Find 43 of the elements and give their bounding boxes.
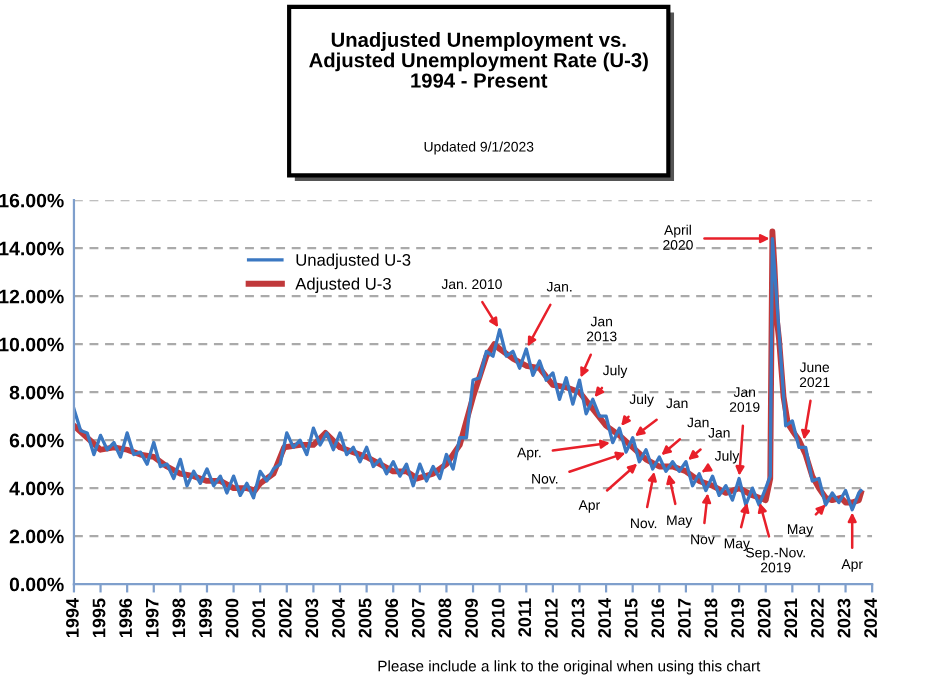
x-tick-label: 2002 xyxy=(278,598,292,638)
x-tick-label: 2016 xyxy=(651,598,665,638)
x-tick-label: 2000 xyxy=(225,598,239,638)
y-tick-label: 10.00% xyxy=(0,337,64,352)
chart-title: Unadjusted Unemployment vs. Adjusted Unemployment Rate (U-3) 1994 - Present xyxy=(309,32,648,88)
x-tick-label: 1995 xyxy=(92,598,106,638)
x-tick-label: 2006 xyxy=(385,598,399,638)
x-tick-label: 2008 xyxy=(438,598,452,638)
x-tick-label: 2018 xyxy=(704,598,718,638)
x-tick-label: 1997 xyxy=(145,598,159,638)
x-tick-label: 1999 xyxy=(199,598,212,638)
x-tick-label: 2005 xyxy=(358,598,372,638)
x-tick-label: 2011 xyxy=(518,598,532,637)
x-tick-label: 2023 xyxy=(837,598,851,638)
x-tick-label: 2001 xyxy=(252,598,266,638)
x-tick-label: 2010 xyxy=(491,598,505,638)
x-tick-label: 2003 xyxy=(305,598,319,638)
y-tick-label: 14.00% xyxy=(0,241,64,256)
x-tick-label: 2004 xyxy=(332,598,345,638)
x-tick-label: 2019 xyxy=(731,598,744,638)
x-tick-label: 2015 xyxy=(624,598,638,638)
y-tick-label: 12.00% xyxy=(0,289,64,304)
y-tick-label: 0.00% xyxy=(9,577,64,592)
y-tick-label: 6.00% xyxy=(9,433,64,448)
legend-label: Adjusted U-3 xyxy=(295,277,391,293)
x-tick-label: 1994 xyxy=(66,598,79,638)
y-tick-label: 2.00% xyxy=(9,529,64,544)
y-tick-label: 8.00% xyxy=(9,385,64,400)
x-tick-label: 2017 xyxy=(677,598,691,638)
x-tick-label: 2014 xyxy=(598,598,611,638)
x-tick-label: 1996 xyxy=(119,598,133,638)
x-tick-label: 2021 xyxy=(784,598,798,638)
x-tick-label: 2024 xyxy=(864,598,878,638)
y-tick-label: 4.00% xyxy=(9,481,64,496)
y-tick-label: 16.00% xyxy=(0,193,64,208)
x-tick-label: 1998 xyxy=(172,598,186,638)
x-tick-label: 2009 xyxy=(465,598,478,638)
x-tick-label: 2007 xyxy=(411,598,425,638)
x-tick-label: 2013 xyxy=(571,598,585,638)
x-tick-label: 2012 xyxy=(544,598,558,638)
x-tick-label: 2020 xyxy=(757,598,771,638)
legend-label: Unadjusted U-3 xyxy=(296,253,411,270)
x-tick-label: 2022 xyxy=(811,598,824,638)
